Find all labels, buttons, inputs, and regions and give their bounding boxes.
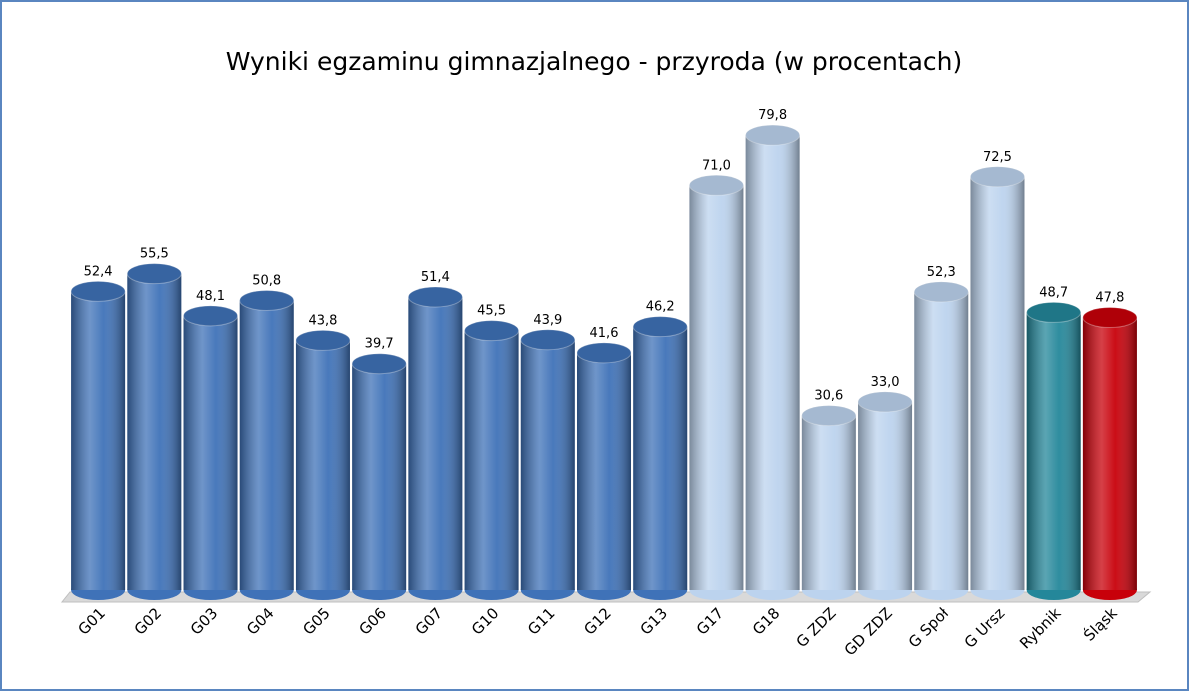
bar-top-shade	[633, 316, 688, 337]
bar-top-shade	[1026, 302, 1081, 323]
bar-shade	[745, 135, 800, 590]
bar-shade	[183, 315, 238, 590]
data-label: 39,7	[365, 337, 394, 352]
data-label: 43,8	[308, 313, 337, 328]
bar-top	[1082, 307, 1138, 329]
data-label: 79,8	[758, 108, 787, 123]
bar-top-shade	[352, 353, 407, 374]
bar-shade	[239, 300, 294, 590]
bar-top-shade	[914, 281, 969, 302]
bar-top-shade	[689, 175, 744, 196]
bar-top-shade	[745, 125, 800, 146]
bar-shade	[408, 297, 463, 590]
data-label: 50,8	[252, 273, 281, 288]
bar-shade	[71, 291, 126, 590]
bar-shade	[352, 363, 407, 590]
bar-top-shade	[239, 290, 294, 311]
data-label: 46,2	[646, 300, 675, 315]
bar-top	[801, 405, 857, 427]
bar-top-shade	[801, 405, 856, 426]
bar-top-shade	[464, 320, 519, 341]
bar-shade	[295, 340, 350, 590]
bar-top	[239, 289, 295, 311]
bar-shade	[970, 176, 1025, 590]
data-label: 43,9	[533, 313, 562, 328]
bar-shade	[801, 415, 856, 590]
bar-top	[969, 166, 1025, 188]
bar-shade	[914, 291, 969, 590]
bar-top-shade	[408, 287, 463, 308]
data-label: 52,3	[927, 265, 956, 280]
bar-shade	[689, 185, 744, 591]
bar-shade	[858, 401, 913, 590]
bar-top-shade	[858, 391, 913, 412]
bar-top-shade	[183, 305, 238, 326]
bar-top-shade	[295, 330, 350, 351]
data-label: 55,5	[140, 247, 169, 262]
data-label: 47,8	[1095, 291, 1124, 306]
bar-shade	[127, 273, 182, 590]
bar-shade	[1082, 317, 1137, 590]
data-label: 72,5	[983, 150, 1012, 165]
bar-top-shade	[127, 263, 182, 284]
bar-top	[1026, 301, 1082, 323]
bar-top	[688, 174, 744, 196]
bar-top	[295, 329, 351, 351]
data-label: 45,5	[477, 304, 506, 319]
bar-top	[407, 286, 463, 308]
bar-shade	[577, 352, 631, 590]
bar-shade	[520, 339, 575, 590]
bar-top	[126, 263, 182, 285]
data-label: 52,4	[84, 264, 113, 279]
bar-top	[351, 353, 407, 375]
bar-shade	[1026, 312, 1081, 590]
bar-top	[70, 280, 126, 302]
bar-top-shade	[970, 166, 1025, 187]
chart-title: Wyniki egzaminu gimnazjalnego - przyroda…	[226, 47, 963, 76]
bar-shade	[464, 330, 519, 590]
bar-top-shade	[577, 342, 631, 363]
data-label: 71,0	[702, 158, 731, 173]
bar-shade	[633, 326, 688, 590]
bar-top	[520, 329, 576, 351]
bar-top	[745, 124, 801, 146]
bar-top	[913, 281, 969, 303]
bar-top-shade	[71, 281, 126, 302]
data-label: 30,6	[814, 389, 843, 404]
bar-top	[576, 342, 632, 364]
bar-top	[464, 320, 520, 342]
data-label: 48,1	[196, 289, 225, 304]
bar-top	[183, 305, 239, 327]
data-label: 33,0	[871, 375, 900, 390]
data-label: 48,7	[1039, 285, 1068, 300]
data-label: 51,4	[421, 270, 450, 285]
bar-top-shade	[1082, 307, 1137, 328]
bar-top	[857, 391, 913, 413]
bar-top	[632, 316, 688, 338]
bar-top-shade	[520, 329, 575, 350]
data-label: 41,6	[590, 326, 619, 341]
